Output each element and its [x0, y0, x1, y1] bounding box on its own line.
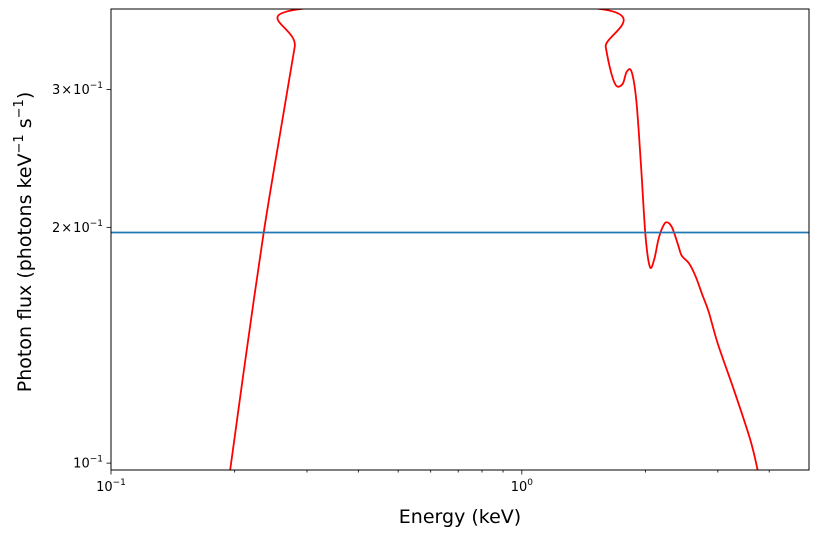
y-tick-label: 2×10−1	[52, 219, 103, 236]
x-tick-label: 100	[511, 478, 534, 495]
y-tick-label: 3×10−1	[52, 81, 103, 98]
plot-frame	[110, 8, 810, 471]
y-axis-label-exp1: −1	[12, 134, 27, 153]
y-axis-label: Photon flux (photons keV−1 s−1)	[12, 92, 36, 393]
series-line-0	[229, 9, 759, 470]
x-tick-label: 10−1	[96, 478, 126, 495]
plot-background	[111, 9, 809, 470]
x-axis-ticks: 10−1 100	[96, 470, 770, 495]
y-axis-label-suffix: )	[14, 92, 36, 99]
y-tick-label: 10−1	[73, 455, 103, 472]
y-axis-label-middle: s	[14, 118, 36, 134]
series-layer	[111, 9, 809, 470]
y-axis-ticks: 10−1 2×10−1 3×10−1	[52, 81, 111, 472]
x-axis-label: Energy (keV)	[399, 506, 521, 528]
y-axis-label-prefix: Photon flux (photons keV	[14, 153, 36, 392]
y-axis-label-exp2: −1	[12, 99, 27, 118]
